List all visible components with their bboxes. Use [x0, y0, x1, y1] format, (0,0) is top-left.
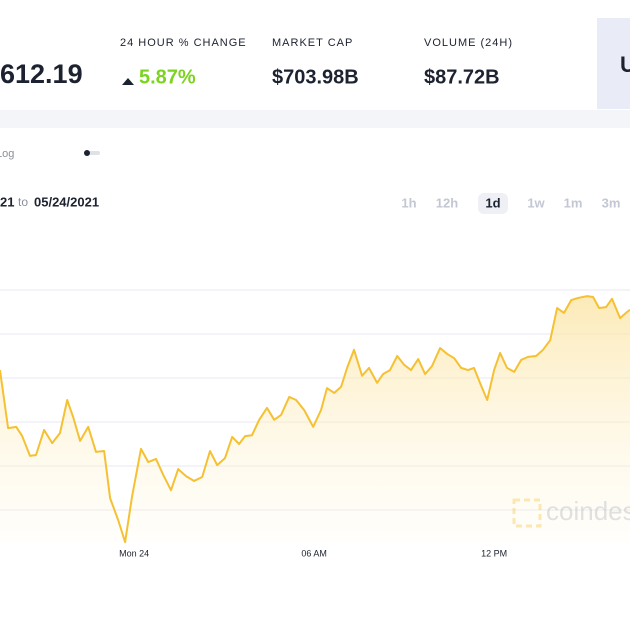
date-sep: to: [18, 195, 28, 209]
range-button[interactable]: 12h: [436, 195, 458, 210]
price-line: [0, 295, 630, 544]
watermark-logo: [512, 498, 542, 528]
x-tick-label: 06 AM: [301, 548, 327, 558]
x-tick-label: Mon 24: [119, 548, 149, 558]
range-button[interactable]: 1h: [401, 195, 416, 210]
action-button[interactable]: [597, 18, 630, 109]
x-tick-label: 12 PM: [481, 548, 507, 558]
date-from[interactable]: 21: [0, 194, 14, 209]
stat-value: $87.72B: [424, 66, 500, 88]
button-label[interactable]: U: [620, 52, 630, 77]
stat-value: 5.87%: [139, 66, 196, 88]
range-button[interactable]: 3m: [602, 195, 621, 210]
range-button[interactable]: 1w: [527, 195, 545, 210]
divider-band: [0, 110, 630, 128]
area-fill: [0, 296, 630, 543]
up-arrow: [122, 78, 134, 85]
range-selected-bg[interactable]: [478, 193, 508, 214]
range-button[interactable]: 1d: [485, 195, 500, 210]
stat-label: VOLUME (24H): [424, 37, 513, 49]
log-label: Log: [0, 148, 14, 160]
date-to[interactable]: 05/24/2021: [34, 194, 99, 209]
stat-label: MARKET CAP: [272, 37, 353, 49]
watermark-text: coindesk: [546, 496, 630, 526]
stat-value: $703.98B: [272, 66, 359, 88]
toggle-knob[interactable]: [84, 150, 90, 156]
price: 612.19: [0, 59, 83, 89]
range-button[interactable]: 1m: [564, 195, 583, 210]
stat-label: 24 HOUR % CHANGE: [120, 37, 247, 49]
watermark: coindesk: [512, 496, 630, 528]
